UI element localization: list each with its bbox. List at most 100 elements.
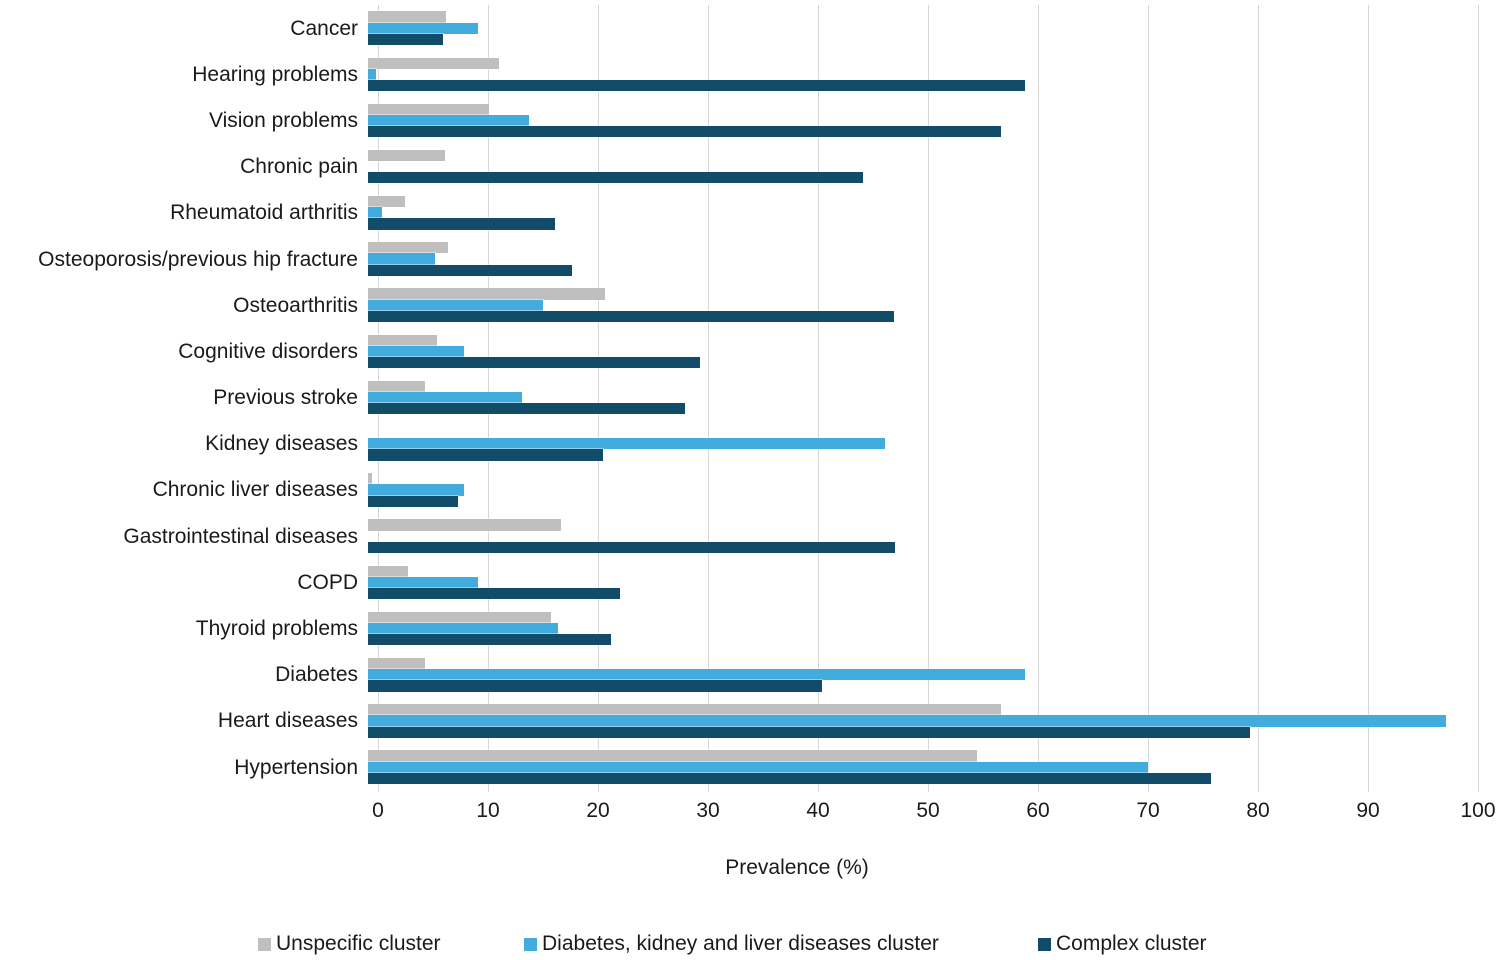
bar-complex <box>368 126 1001 138</box>
category-row: Cognitive disorders <box>0 328 1499 374</box>
category-row: Previous stroke <box>0 375 1499 421</box>
bar-complex <box>368 79 1025 92</box>
category-bars <box>368 190 1469 236</box>
bar-unspecific <box>368 57 499 69</box>
category-bars <box>368 652 1469 698</box>
category-row: Kidney diseases <box>0 421 1499 467</box>
bar-unspecific <box>368 657 426 670</box>
category-row: Cancer <box>0 5 1499 51</box>
category-label: Heart diseases <box>217 709 358 733</box>
bar-complex <box>368 587 620 600</box>
x-tick-label: 30 <box>696 799 720 822</box>
bar-diabetes <box>368 299 543 311</box>
bar-complex <box>368 449 604 461</box>
bar-unspecific <box>368 149 445 162</box>
category-label: Diabetes <box>275 663 358 687</box>
category-label: COPD <box>297 570 358 594</box>
category-bars <box>368 144 1469 190</box>
category-bars <box>368 282 1469 328</box>
legend-swatch-icon <box>1038 937 1051 951</box>
category-label: Chronic pain <box>240 155 358 179</box>
legend-label: Diabetes, kidney and liver diseases clus… <box>542 932 939 955</box>
category-row: Heart diseases <box>0 698 1499 744</box>
x-tick-label: 50 <box>916 799 940 822</box>
category-label: Rheumatoid arthritis <box>170 201 358 225</box>
category-row: Gastrointestinal diseases <box>0 513 1499 559</box>
category-row: Chronic liver diseases <box>0 467 1499 513</box>
category-label: Osteoporosis/previous hip fracture <box>38 247 358 271</box>
bar-diabetes <box>368 345 464 357</box>
bar-diabetes <box>368 715 1446 727</box>
category-row: COPD <box>0 559 1499 605</box>
category-bars <box>368 375 1469 421</box>
x-tick-label: 100 <box>1460 799 1496 822</box>
bar-complex <box>368 680 823 692</box>
category-bars <box>368 744 1469 790</box>
bar-unspecific <box>368 380 426 392</box>
bar-unspecific <box>368 334 438 346</box>
bar-diabetes <box>368 438 885 450</box>
bar-complex <box>368 634 612 646</box>
legend-swatch-icon <box>258 937 271 951</box>
bar-diabetes <box>368 669 1025 681</box>
x-axis-title: Prevalence (%) <box>725 856 869 879</box>
category-bars <box>368 51 1469 97</box>
category-row: Hypertension <box>0 744 1499 790</box>
category-row: Rheumatoid arthritis <box>0 190 1499 236</box>
x-tick-label: 10 <box>476 799 500 822</box>
bar-diabetes <box>368 761 1148 773</box>
bar-unspecific <box>368 519 561 531</box>
category-label: Cancer <box>290 16 358 40</box>
category-row: Chronic pain <box>0 144 1499 190</box>
bar-unspecific <box>368 11 447 23</box>
bar-diabetes <box>368 622 559 635</box>
bar-unspecific <box>368 611 551 623</box>
x-tick-label: 60 <box>1026 799 1050 822</box>
bar-complex <box>368 33 443 45</box>
bar-complex <box>368 403 685 415</box>
bar-unspecific <box>368 196 406 208</box>
category-row: Hearing problems <box>0 51 1499 97</box>
category-label: Previous stroke <box>213 386 358 410</box>
category-row: Vision problems <box>0 97 1499 143</box>
x-tick-label: 70 <box>1136 799 1160 822</box>
category-bars <box>368 559 1469 605</box>
chart-rows: Cancer Hearing problems Vision problems Chr… <box>0 5 1499 790</box>
legend-item: Complex cluster <box>1038 930 1207 958</box>
bar-diabetes <box>368 22 478 34</box>
category-label: Chronic liver diseases <box>152 478 358 502</box>
bar-complex <box>368 772 1211 784</box>
bar-complex <box>368 495 459 507</box>
bar-diabetes <box>368 484 464 496</box>
legend-swatch-icon <box>524 937 537 951</box>
category-bars <box>368 236 1469 282</box>
bar-complex <box>368 218 555 230</box>
legend-item: Unspecific cluster <box>258 930 441 958</box>
bar-unspecific <box>368 750 978 762</box>
bar-unspecific <box>368 565 408 577</box>
category-bars <box>368 467 1469 513</box>
bar-complex <box>368 264 572 276</box>
chart-legend: Unspecific cluster Diabetes, kidney and l… <box>0 930 1499 958</box>
bar-diabetes <box>368 207 383 219</box>
bar-diabetes <box>368 68 376 80</box>
legend-item: Diabetes, kidney and liver diseases clus… <box>524 930 939 958</box>
x-tick-label: 80 <box>1246 799 1270 822</box>
bar-diabetes <box>368 114 529 127</box>
bar-diabetes <box>368 253 436 265</box>
bar-complex <box>368 726 1251 738</box>
category-label: Vision problems <box>208 108 358 132</box>
category-bars <box>368 605 1469 651</box>
category-label: Cognitive disorders <box>178 339 358 363</box>
category-bars <box>368 328 1469 374</box>
category-bars <box>368 698 1469 744</box>
bar-complex <box>368 541 895 553</box>
bar-complex <box>368 172 863 184</box>
bar-complex <box>368 310 894 322</box>
bar-unspecific <box>368 288 605 300</box>
x-tick-label: 20 <box>586 799 610 822</box>
category-bars <box>368 421 1469 467</box>
category-bars <box>368 5 1469 51</box>
x-axis: 0 10 20 30 40 50 60 70 80 90 100 <box>372 799 1495 827</box>
